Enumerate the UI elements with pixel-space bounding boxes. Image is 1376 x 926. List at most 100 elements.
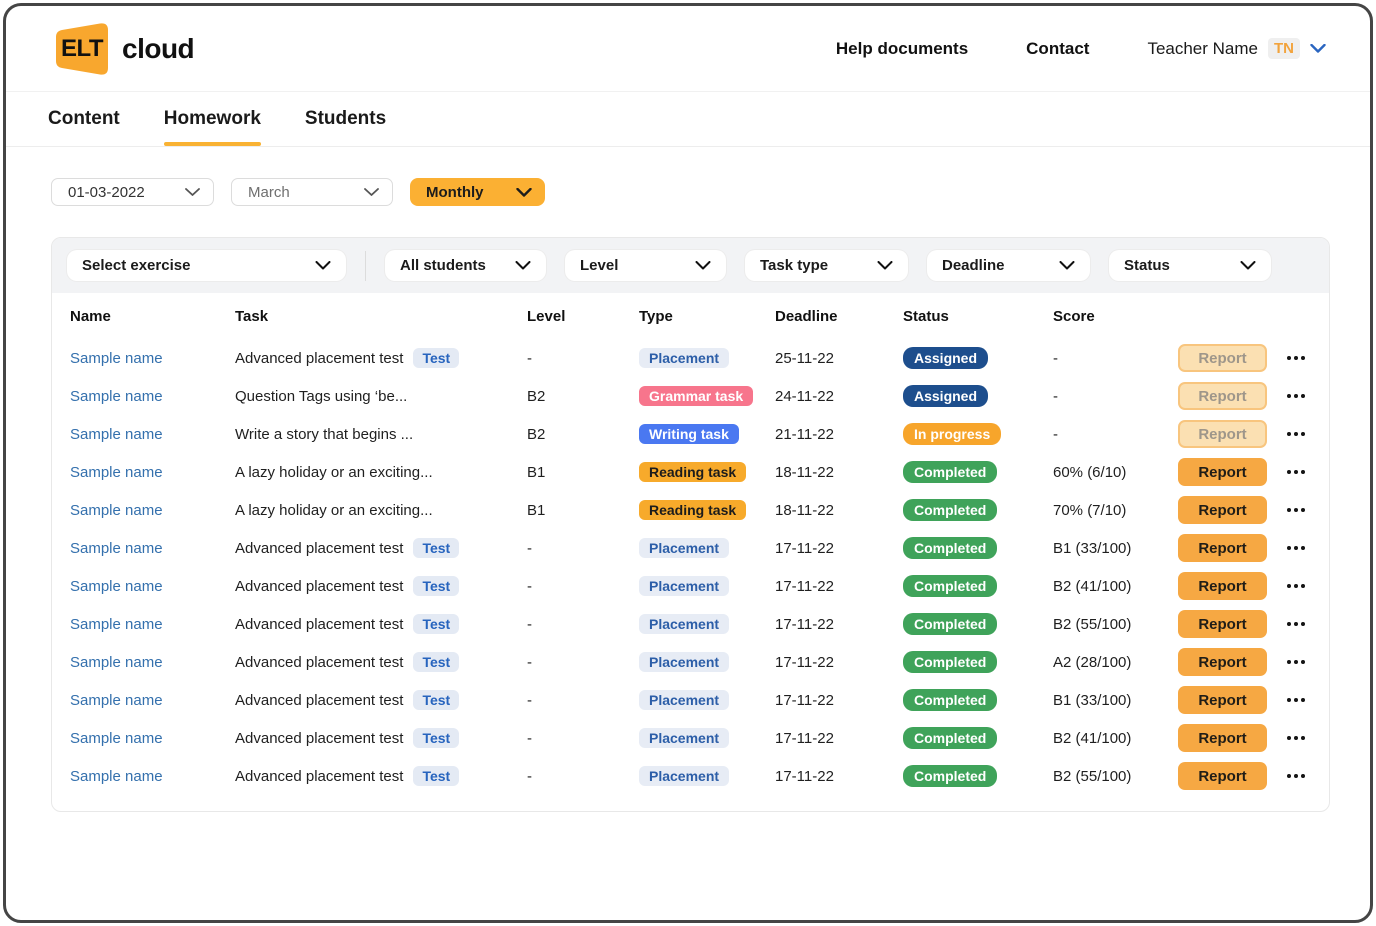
score-cell: B1 (33/100)	[1053, 692, 1178, 709]
month-dropdown[interactable]: March	[231, 178, 393, 206]
chevron-down-icon	[877, 261, 893, 270]
test-badge: Test	[413, 728, 459, 748]
report-button[interactable]: Report	[1178, 344, 1267, 372]
dot-icon	[1301, 508, 1305, 512]
dot-icon	[1287, 508, 1291, 512]
dot-icon	[1301, 736, 1305, 740]
dot-icon	[1287, 394, 1291, 398]
brand-logo-icon: ELT	[50, 22, 114, 76]
student-name-link[interactable]: Sample name	[70, 540, 235, 557]
student-name-link[interactable]: Sample name	[70, 464, 235, 481]
deadline-cell: 25-11-22	[775, 350, 903, 367]
student-name-link[interactable]: Sample name	[70, 730, 235, 747]
task-title: Question Tags using ‘be...	[235, 388, 407, 405]
report-button[interactable]: Report	[1178, 382, 1267, 410]
test-badge: Test	[413, 766, 459, 786]
dot-icon	[1294, 394, 1298, 398]
col-header-level: Level	[527, 308, 639, 325]
task-cell: Advanced placement test Test	[235, 576, 527, 596]
app-header: ELT cloud Help documents Contact Teacher…	[6, 6, 1370, 92]
level-cell: B2	[527, 388, 639, 405]
deadline-cell: 18-11-22	[775, 464, 903, 481]
status-badge: In progress	[903, 423, 1001, 445]
type-badge: Reading task	[639, 462, 746, 482]
report-button[interactable]: Report	[1178, 648, 1267, 676]
header-nav: Help documents Contact Teacher Name TN	[836, 38, 1326, 59]
dot-icon	[1294, 470, 1298, 474]
task-cell: A lazy holiday or an exciting...	[235, 464, 527, 481]
row-actions-menu[interactable]	[1287, 660, 1311, 664]
student-name-link[interactable]: Sample name	[70, 426, 235, 443]
student-name-link[interactable]: Sample name	[70, 616, 235, 633]
col-header-status: Status	[903, 308, 1053, 325]
row-actions-menu[interactable]	[1287, 470, 1311, 474]
report-button[interactable]: Report	[1178, 762, 1267, 790]
dot-icon	[1294, 736, 1298, 740]
dot-icon	[1301, 432, 1305, 436]
task-title: Advanced placement test	[235, 350, 403, 367]
report-button[interactable]: Report	[1178, 420, 1267, 448]
deadline-cell: 17-11-22	[775, 692, 903, 709]
level-cell: -	[527, 730, 639, 747]
row-actions-menu[interactable]	[1287, 508, 1311, 512]
row-actions-menu[interactable]	[1287, 432, 1311, 436]
score-cell: B1 (33/100)	[1053, 540, 1178, 557]
row-actions-menu[interactable]	[1287, 356, 1311, 360]
report-button[interactable]: Report	[1178, 686, 1267, 714]
row-actions-menu[interactable]	[1287, 622, 1311, 626]
table-row: Sample name Advanced placement test Test…	[52, 529, 1329, 567]
help-documents-link[interactable]: Help documents	[836, 39, 968, 59]
table-row: Sample name Write a story that begins ..…	[52, 415, 1329, 453]
student-name-link[interactable]: Sample name	[70, 768, 235, 785]
student-name-link[interactable]: Sample name	[70, 692, 235, 709]
tab-students[interactable]: Students	[305, 92, 386, 146]
student-name-link[interactable]: Sample name	[70, 388, 235, 405]
report-button[interactable]: Report	[1178, 610, 1267, 638]
contact-link[interactable]: Contact	[1026, 39, 1089, 59]
row-actions-menu[interactable]	[1287, 698, 1311, 702]
brand-logo: ELT cloud	[50, 22, 194, 76]
deadline-cell: 17-11-22	[775, 730, 903, 747]
task-type-dropdown[interactable]: Task type	[745, 250, 908, 281]
row-actions-menu[interactable]	[1287, 736, 1311, 740]
tab-homework[interactable]: Homework	[164, 92, 261, 146]
chevron-down-icon	[515, 261, 531, 270]
deadline-filter-dropdown[interactable]: Deadline	[927, 250, 1090, 281]
dot-icon	[1294, 508, 1298, 512]
score-cell: 70% (7/10)	[1053, 502, 1178, 519]
col-header-task: Task	[235, 308, 527, 325]
student-name-link[interactable]: Sample name	[70, 350, 235, 367]
level-filter-dropdown[interactable]: Level	[565, 250, 726, 281]
dot-icon	[1294, 432, 1298, 436]
student-name-link[interactable]: Sample name	[70, 502, 235, 519]
user-menu[interactable]: Teacher Name TN	[1147, 38, 1326, 59]
report-button[interactable]: Report	[1178, 534, 1267, 562]
report-button[interactable]: Report	[1178, 572, 1267, 600]
level-cell: B2	[527, 426, 639, 443]
table-row: Sample name Advanced placement test Test…	[52, 339, 1329, 377]
report-button[interactable]: Report	[1178, 458, 1267, 486]
status-badge: Completed	[903, 727, 997, 749]
period-dropdown[interactable]: Monthly	[410, 178, 545, 206]
status-filter-dropdown[interactable]: Status	[1109, 250, 1271, 281]
row-actions-menu[interactable]	[1287, 546, 1311, 550]
task-title: Advanced placement test	[235, 540, 403, 557]
type-badge: Placement	[639, 576, 729, 596]
row-actions-menu[interactable]	[1287, 774, 1311, 778]
status-badge: Completed	[903, 689, 997, 711]
table-row: Sample name Advanced placement test Test…	[52, 567, 1329, 605]
student-name-link[interactable]: Sample name	[70, 578, 235, 595]
report-button[interactable]: Report	[1178, 724, 1267, 752]
level-cell: -	[527, 578, 639, 595]
tab-content[interactable]: Content	[48, 92, 120, 146]
all-students-dropdown[interactable]: All students	[385, 250, 546, 281]
report-button[interactable]: Report	[1178, 496, 1267, 524]
type-badge: Placement	[639, 766, 729, 786]
select-exercise-dropdown[interactable]: Select exercise	[67, 250, 346, 281]
date-dropdown[interactable]: 01-03-2022	[51, 178, 214, 206]
student-name-link[interactable]: Sample name	[70, 654, 235, 671]
type-badge: Placement	[639, 652, 729, 672]
row-actions-menu[interactable]	[1287, 584, 1311, 588]
row-actions-menu[interactable]	[1287, 394, 1311, 398]
status-badge: Completed	[903, 537, 997, 559]
